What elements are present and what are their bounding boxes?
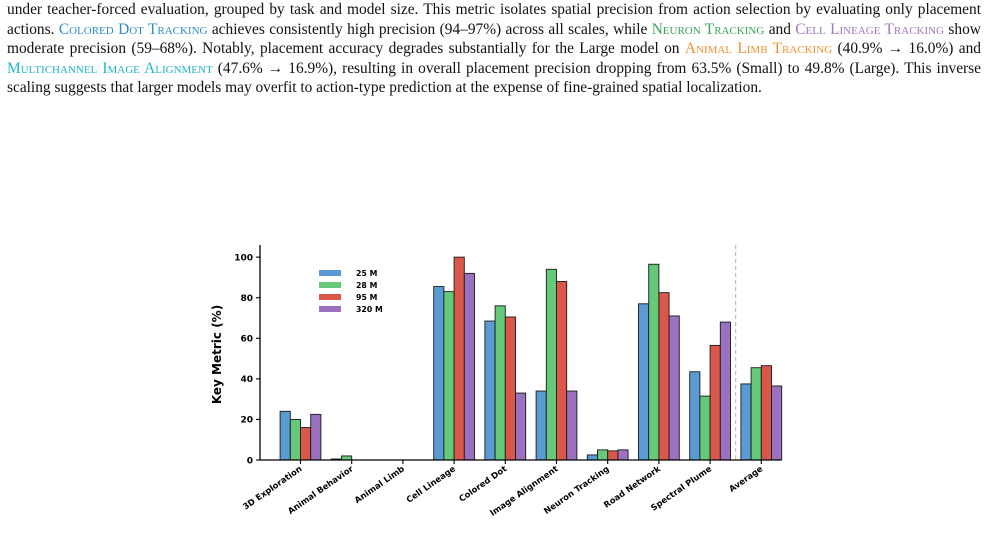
bar	[556, 281, 568, 461]
legend-swatch	[319, 270, 341, 276]
bar	[484, 320, 496, 461]
bar	[453, 256, 465, 461]
bar	[607, 450, 619, 461]
bar	[494, 305, 506, 461]
paragraph-part-6: (47.6% → 16.9%), resulting in overall pl…	[7, 59, 981, 97]
paragraph-part-4: show moderate precision (59–68%). Notabl…	[7, 20, 981, 58]
legend-label: 25 M	[356, 269, 378, 278]
legend-label: 95 M	[356, 293, 378, 302]
legend-label: 320 M	[356, 305, 383, 314]
bar	[771, 385, 783, 461]
bar	[545, 268, 557, 461]
task-animal-limb-tracking: Animal Limb Tracking	[684, 40, 833, 58]
bar	[658, 292, 670, 461]
task-neuron-tracking: Neuron Tracking	[651, 20, 765, 38]
paragraph-part-3: and	[768, 20, 791, 38]
task-colored-dot-tracking: Colored Dot Tracking	[58, 20, 208, 38]
paragraph-part-1: under teacher-forced evaluation, grouped…	[7, 1, 981, 38]
bar	[566, 390, 578, 461]
y-tick-label: 40	[240, 375, 253, 385]
x-tick-label: Cell Lineage	[404, 463, 457, 504]
legend-swatch	[319, 282, 341, 288]
bar	[300, 427, 312, 461]
y-tick-label: 0	[247, 456, 253, 466]
bar	[689, 371, 701, 461]
bar	[433, 286, 445, 461]
bar	[535, 390, 547, 461]
task-multichannel-image-alignment: Multichannel Image Alignment	[7, 59, 213, 77]
x-tick-label: Animal Limb	[352, 463, 406, 505]
bar	[760, 365, 772, 461]
bar	[515, 392, 527, 461]
task-cell-lineage-tracking: Cell Lineage Tracking	[795, 20, 945, 38]
x-tick-label: Average	[727, 463, 765, 494]
bar	[443, 291, 455, 461]
y-axis-label: Key Metric (%)	[210, 305, 224, 404]
legend-swatch	[319, 294, 341, 300]
bar	[638, 303, 650, 461]
bar	[699, 395, 711, 461]
y-tick-label: 80	[240, 294, 253, 304]
paper-paragraph: under teacher-forced evaluation, grouped…	[7, 0, 981, 98]
paragraph-part-2: achieves consistently high precision (94…	[211, 20, 648, 38]
bar	[668, 315, 680, 461]
bar	[719, 321, 731, 461]
legend-swatch	[319, 306, 341, 312]
bar	[740, 383, 752, 461]
bar	[617, 449, 629, 461]
bar	[648, 263, 660, 461]
bar	[709, 344, 721, 461]
bar	[586, 454, 598, 461]
bar	[504, 316, 516, 461]
y-tick-label: 100	[234, 253, 253, 263]
legend-label: 28 M	[356, 281, 378, 290]
paragraph-part-5: (40.9% → 16.0%) and	[837, 40, 981, 58]
bar	[597, 449, 609, 461]
y-tick-label: 60	[240, 335, 253, 345]
x-tick-label: Colored Dot	[457, 463, 509, 503]
bar	[279, 410, 291, 461]
bar	[750, 367, 762, 461]
y-tick-label: 20	[240, 416, 253, 426]
bar	[289, 418, 301, 461]
bar	[463, 272, 475, 461]
bar	[310, 413, 322, 461]
